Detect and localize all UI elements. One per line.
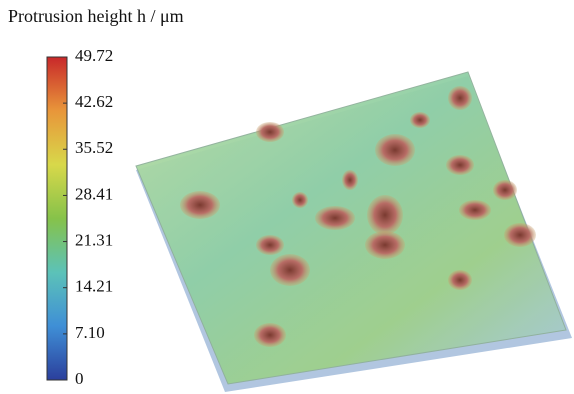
tick-label: 0 — [75, 369, 84, 388]
tick-label: 35.52 — [75, 138, 113, 157]
chart-title: Protrusion height h / μm — [8, 6, 184, 26]
surface — [136, 72, 572, 392]
chart: Protrusion height h / μm 0 7.10 14.21 21.31… — [0, 0, 574, 394]
colorbar: 0 7.10 14.21 21.31 28.41 35.52 42.62 49.72 — [47, 46, 113, 388]
tick-label: 28.41 — [75, 184, 113, 203]
tick-label: 49.72 — [75, 46, 113, 65]
colorbar-fill — [47, 57, 67, 380]
tick-label: 7.10 — [75, 323, 105, 342]
tick-label: 42.62 — [75, 92, 113, 111]
tick-label: 14.21 — [75, 277, 113, 296]
tick-label: 21.31 — [75, 230, 113, 249]
